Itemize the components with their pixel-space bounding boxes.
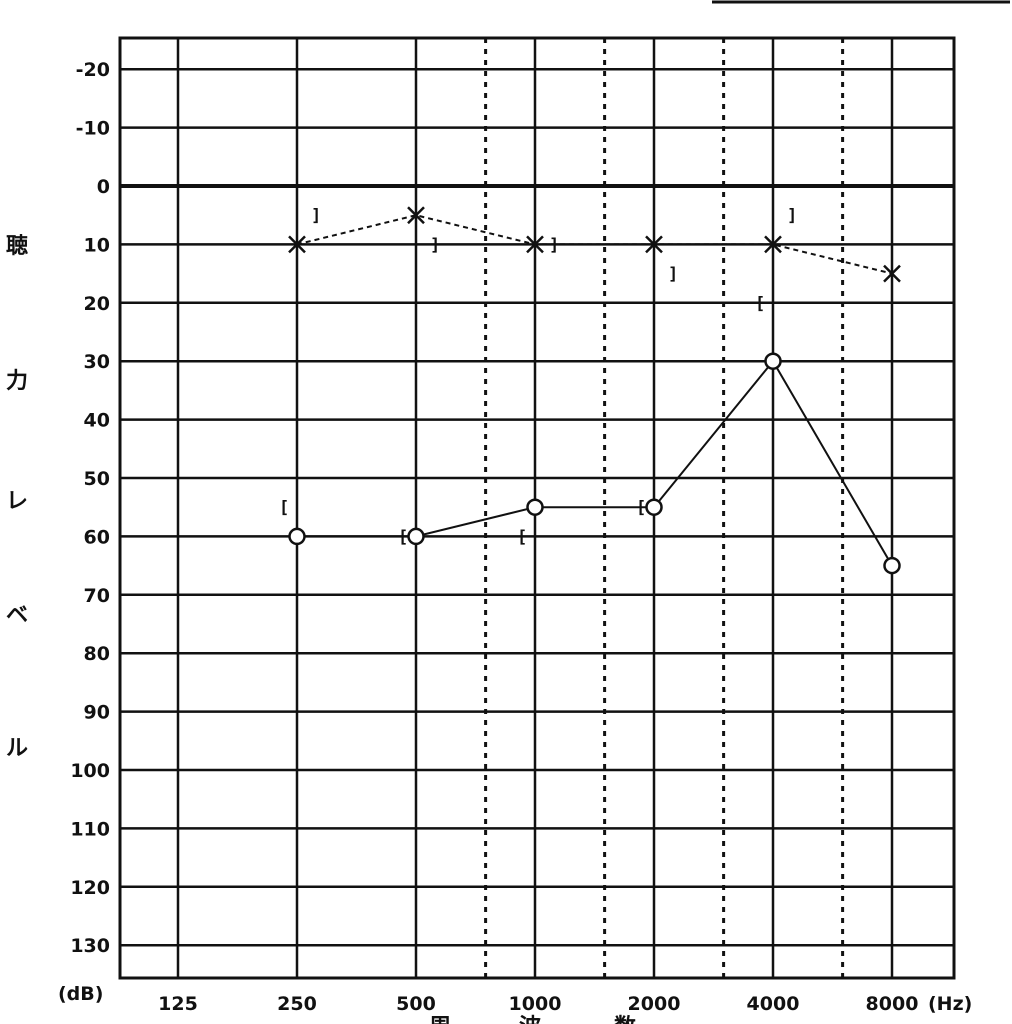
o-marker [764, 352, 782, 370]
bone-conduction-marker: ] [549, 235, 559, 255]
x-unit-label: (Hz) [928, 993, 972, 1015]
x-axis-title: 周波数 [429, 1014, 637, 1024]
bone-conduction-marker: [ [755, 294, 765, 314]
bone-conduction-marker: ] [668, 265, 678, 285]
y-tick-label: 130 [70, 935, 110, 957]
y-tick-label: 0 [97, 176, 110, 198]
y-unit-label: (dB) [58, 983, 103, 1005]
grid [118, 36, 956, 980]
bone-conduction-marker: ] [430, 235, 440, 255]
y-axis-title-char: 力 [6, 369, 28, 394]
bone-conduction-marker: ] [787, 206, 797, 226]
o-marker [526, 498, 544, 516]
y-tick-label: 60 [84, 526, 110, 548]
x-marker [288, 235, 306, 254]
y-tick-label: 80 [84, 643, 110, 665]
series-line [297, 359, 893, 567]
y-tick-label: 40 [84, 410, 110, 432]
y-tick-labels: -20 -10 0 10 20 30 40 50 60 70 80 90 100 110 120 130 [70, 59, 110, 957]
bone-conduction-marker: [ [279, 498, 289, 518]
y-tick-label: 20 [84, 293, 110, 315]
x-marker [764, 235, 782, 254]
x-tick-label: 250 [277, 993, 317, 1015]
x-marker [645, 235, 663, 254]
bone-conduction-marker: [ [398, 527, 408, 547]
x-axis-title-char: 数 [614, 1014, 637, 1024]
x-marker [407, 206, 425, 225]
y-tick-label: -20 [76, 59, 110, 81]
o-marker [883, 556, 901, 575]
series-o-markers [288, 352, 901, 575]
o-marker [645, 498, 663, 516]
bone-conduction-marker: [ [636, 498, 646, 518]
y-axis-title-char: レ [6, 489, 28, 514]
y-axis-title-char: ベ [6, 603, 28, 628]
y-axis-title-char: ル [6, 736, 28, 761]
x-tick-label: 8000 [866, 993, 919, 1015]
x-marker [526, 235, 544, 254]
series-x-markers [288, 206, 901, 283]
series-line [296, 214, 893, 275]
y-tick-label: 10 [84, 234, 110, 256]
x-axis-title-char: 波 [519, 1015, 542, 1024]
plot-frame [118, 36, 956, 980]
dotted-frequency-lines [484, 38, 845, 978]
y-axis-title-char: 聴 [6, 234, 28, 259]
bone-conduction-marker: ] [311, 206, 321, 226]
o-marker [407, 527, 425, 546]
x-axis-title-char: 周 [429, 1015, 451, 1024]
y-tick-label: 110 [70, 818, 110, 840]
y-tick-label: 100 [70, 760, 110, 782]
y-tick-label: 30 [84, 351, 110, 373]
x-marker [883, 264, 901, 283]
series-layer [288, 206, 901, 575]
y-tick-label: 120 [70, 877, 110, 899]
x-tick-label: 4000 [747, 993, 800, 1015]
o-marker [288, 527, 306, 546]
bone-conduction-marker: [ [517, 527, 527, 547]
x-tick-labels: 125 250 500 1000 2000 4000 8000 [158, 993, 918, 1015]
y-tick-label: 70 [84, 585, 110, 607]
bone-conduction-markers: ]]]]] [ [ [ [ [ [279, 206, 797, 547]
x-tick-label: 500 [396, 993, 436, 1015]
x-tick-label: 1000 [509, 993, 562, 1015]
x-tick-label: 2000 [628, 993, 681, 1015]
y-tick-label: 50 [84, 468, 110, 490]
y-tick-label: 90 [84, 702, 110, 724]
y-tick-label: -10 [76, 118, 110, 140]
x-tick-label: 125 [158, 993, 198, 1015]
